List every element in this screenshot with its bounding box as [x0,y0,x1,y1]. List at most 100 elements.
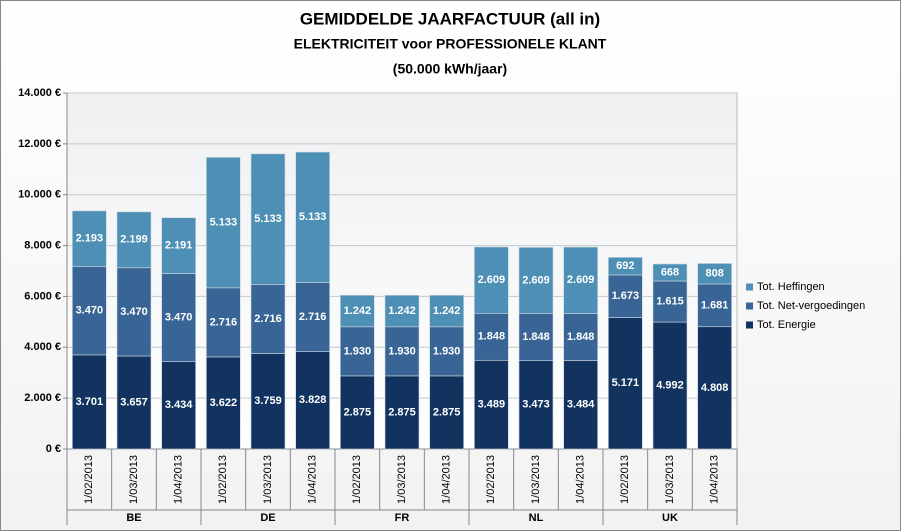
value-label: 3.622 [210,397,238,409]
value-label: 3.489 [478,399,506,411]
value-label: 3.434 [165,399,193,411]
bar-segment [295,351,330,450]
bar-segment [206,157,241,289]
x-tick-label: 1/04/2013 [307,455,319,504]
value-label: 2.875 [388,406,416,418]
value-label: 2.191 [165,239,193,251]
value-label: 3.701 [76,396,104,408]
bar-segment [72,210,107,267]
bar-segment [206,287,241,358]
value-label: 5.133 [299,211,327,223]
group-label: UK [662,512,678,524]
x-tick-label: 1/03/2013 [128,455,140,504]
chart-title: GEMIDDELDE JAARFACTUUR (all in) [300,9,600,28]
x-tick-label: 1/02/2013 [83,455,95,504]
bar-segment [608,274,643,318]
x-tick-label: 1/04/2013 [709,455,721,504]
x-tick-label: 1/04/2013 [575,455,587,504]
x-tick-label: 1/03/2013 [396,455,408,504]
bar-segment [384,294,420,328]
group-label: FR [395,512,410,524]
value-label: 5.133 [254,213,282,225]
x-tick-label: 1/03/2013 [530,455,542,504]
value-label: 2.609 [567,274,595,286]
chart-subtitle: (50.000 kWh/jaar) [393,61,507,77]
y-tick-label: 10.000 € [18,189,61,201]
y-tick-label: 2.000 € [24,392,61,404]
bar-segment [250,153,286,285]
group-label: DE [260,512,275,524]
value-label: 2.609 [522,274,550,286]
value-label: 2.716 [210,316,238,328]
bar-segment [340,294,375,328]
bar-segment [474,359,509,450]
bar-segment [518,360,554,450]
x-tick-label: 1/04/2013 [441,455,453,504]
value-label: 3.484 [567,399,595,411]
x-tick-label: 1/04/2013 [173,455,185,504]
value-label: 3.657 [120,396,148,408]
value-label: 3.470 [120,306,148,318]
y-tick-label: 4.000 € [24,341,61,353]
value-label: 3.759 [254,395,282,407]
bar-segment [608,257,643,276]
legend-label: Tot. Heffingen [757,281,825,293]
bar-segment [206,356,241,450]
value-label: 3.470 [76,305,104,317]
x-tick-label: 1/02/2013 [217,455,229,504]
bar-segment [116,267,152,357]
bar-segment [652,263,688,282]
bar-segment [518,247,554,314]
bar-segment [295,151,330,283]
x-tick-label: 1/02/2013 [485,455,497,504]
value-label: 692 [616,260,634,272]
value-label: 3.470 [165,311,193,323]
group-label: NL [529,512,544,524]
bar-segment [295,282,330,352]
bar-segment [250,353,286,450]
value-label: 1.673 [612,290,640,302]
bar-segment [116,211,152,269]
value-label: 1.242 [344,305,372,317]
value-label: 1.848 [522,331,550,343]
value-label: 2.716 [254,313,282,325]
legend-label: Tot. Net-vergoedingen [757,300,865,312]
bar-segment [340,326,375,377]
bar-segment [563,360,598,450]
value-label: 3.473 [522,399,550,411]
value-label: 1.242 [388,305,416,317]
bar-segment [161,273,196,362]
value-label: 2.609 [478,274,506,286]
value-label: 1.930 [388,345,416,357]
bar-segment [474,246,509,314]
bar-segment [697,326,732,450]
value-label: 668 [661,266,679,278]
legend-swatch [746,321,753,329]
bar-segment [652,280,688,323]
x-tick-label: 1/03/2013 [664,455,676,504]
bar-segment [697,263,732,285]
value-label: 808 [705,268,723,280]
x-tick-label: 1/03/2013 [262,455,274,504]
bar-segment [474,312,509,361]
x-tick-label: 1/02/2013 [619,455,631,504]
bar-segment [429,294,464,328]
value-label: 1.848 [567,331,595,343]
value-label: 1.930 [433,345,461,357]
bar-segment [250,284,286,354]
value-label: 3.828 [299,394,327,406]
bar-segment [518,313,554,361]
legend-swatch [746,283,753,291]
value-label: 5.171 [612,377,640,389]
y-tick-label: 14.000 € [18,87,61,99]
value-label: 2.716 [299,311,327,323]
bar-segment [72,266,107,356]
value-label: 5.133 [210,216,238,228]
value-label: 2.875 [344,406,372,418]
bar-segment [161,361,196,450]
value-label: 1.681 [701,299,729,311]
chart-subtitle: ELEKTRICITEIT voor PROFESSIONELE KLANT [294,36,607,52]
bar-segment [116,355,152,450]
bar-segment [652,321,688,450]
